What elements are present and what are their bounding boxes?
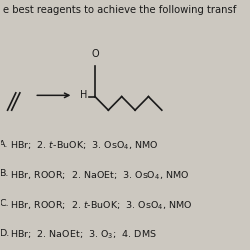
Text: HBr;  2. NaOEt;  3. O$_3$;  4. DMS: HBr; 2. NaOEt; 3. O$_3$; 4. DMS [10, 229, 156, 241]
Text: HBr;  2. $t$-BuOK;  3. OsO$_4$, NMO: HBr; 2. $t$-BuOK; 3. OsO$_4$, NMO [10, 140, 158, 152]
Text: B.: B. [0, 170, 9, 178]
Text: O: O [91, 50, 99, 59]
Text: D.: D. [0, 229, 10, 238]
Text: C.: C. [0, 199, 9, 208]
Text: H: H [80, 90, 88, 100]
Text: HBr, ROOR;  2. $t$-BuOK;  3. OsO$_4$, NMO: HBr, ROOR; 2. $t$-BuOK; 3. OsO$_4$, NMO [10, 199, 192, 212]
Text: HBr, ROOR;  2. NaOEt;  3. OsO$_4$, NMO: HBr, ROOR; 2. NaOEt; 3. OsO$_4$, NMO [10, 170, 189, 182]
Text: A.: A. [0, 140, 9, 149]
Text: e best reagents to achieve the following transf: e best reagents to achieve the following… [4, 5, 237, 15]
